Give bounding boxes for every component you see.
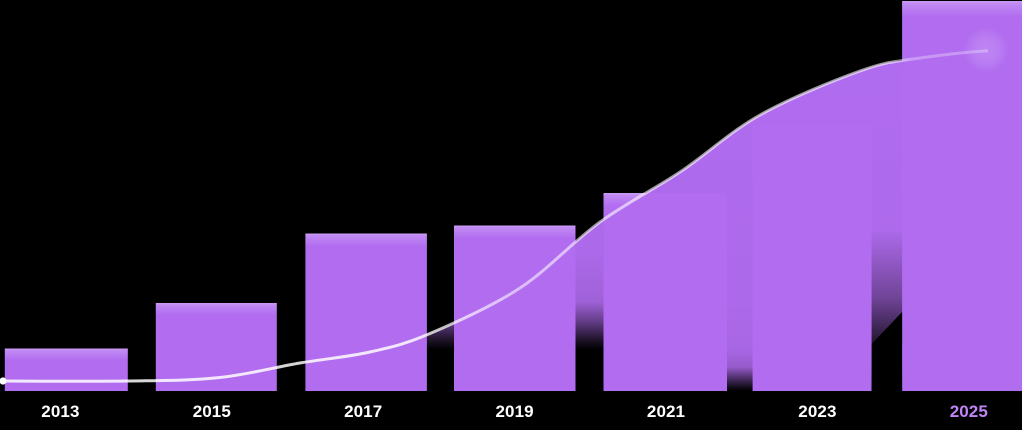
svg-text:2021: 2021 <box>647 402 685 421</box>
svg-text:2019: 2019 <box>495 402 533 421</box>
svg-text:2017: 2017 <box>344 402 382 421</box>
svg-text:2025: 2025 <box>950 402 988 421</box>
svg-text:2015: 2015 <box>193 402 231 421</box>
svg-text:2023: 2023 <box>798 402 836 421</box>
svg-text:2013: 2013 <box>41 402 79 421</box>
